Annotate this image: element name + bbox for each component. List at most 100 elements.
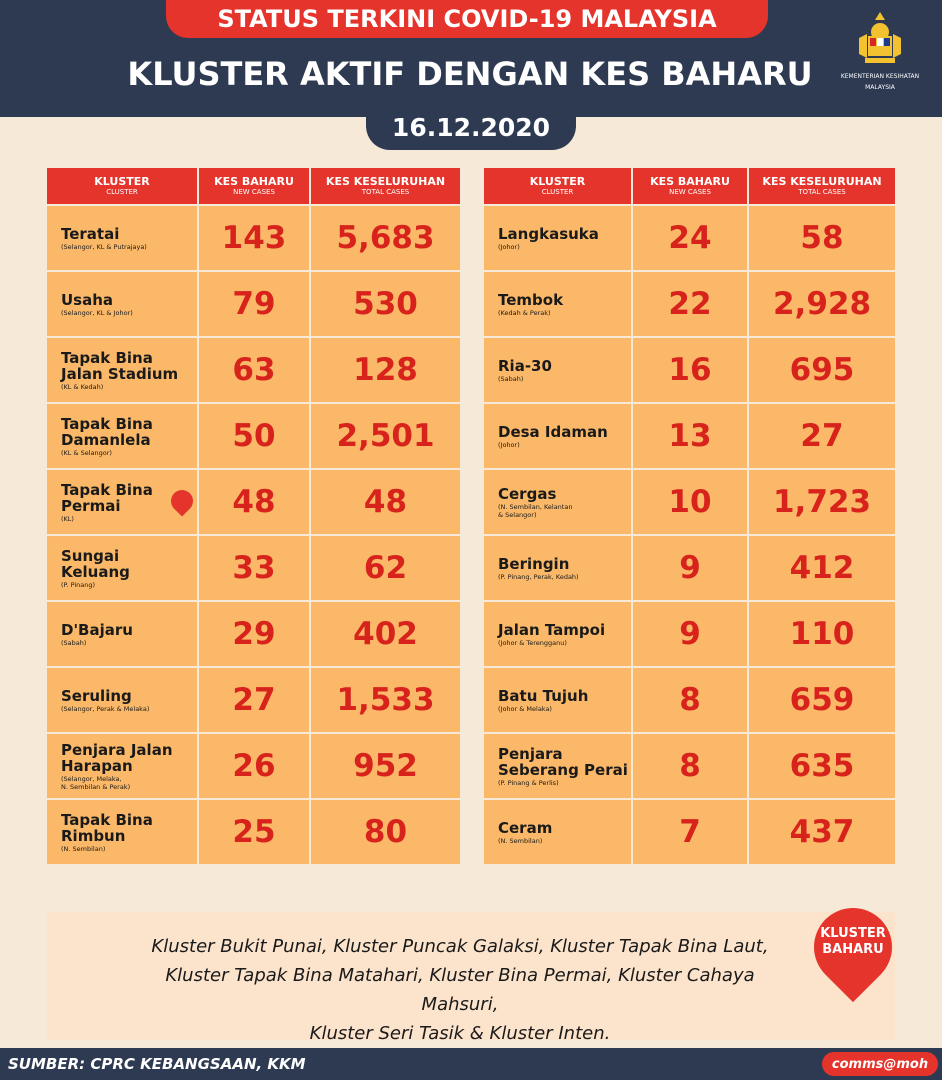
table-row: Tembok (Kedah & Perak) 22 2,928 [484, 270, 895, 336]
table-row: Tapak Bina Damanlela (KL & Selangor) 50 2,5… [47, 402, 460, 468]
cluster-name: Beringin [498, 554, 570, 573]
new-cases-value: 7 [633, 800, 749, 864]
cluster-cell: Batu Tujuh (Johor & Melaka) [484, 668, 633, 732]
cluster-table-right: KLUSTER CLUSTER KES BAHARU NEW CASES KES… [484, 168, 895, 864]
cluster-cell: Ria-30 (Sabah) [484, 338, 633, 402]
cluster-location: (N. Sembilan, Kelantan & Selangor) [498, 502, 573, 519]
table-header: KLUSTER CLUSTER KES BAHARU NEW CASES KES… [47, 168, 460, 204]
footer-bar: SUMBER: CPRC KEBANGSAAN, KKM comms@moh [0, 1048, 942, 1080]
cluster-name: Usaha [61, 290, 114, 309]
cluster-name: Ria-30 [498, 356, 552, 375]
cluster-cell: Tapak Bina Rimbun (N. Sembilan) [47, 800, 199, 864]
new-cases-value: 9 [633, 602, 749, 666]
header-new-cases: KES BAHARU NEW CASES [199, 168, 311, 204]
cluster-cell: Tapak Bina Damanlela (KL & Selangor) [47, 404, 199, 468]
table-row: Beringin (P. Pinang, Perak, Kedah) 9 412 [484, 534, 895, 600]
cluster-location: (P. Pinang & Perlis) [498, 778, 559, 787]
cluster-location: (Johor) [498, 242, 520, 251]
cluster-location: (Johor & Terengganu) [498, 638, 567, 647]
kkm-logo: KEMENTERIAN KESIHATAN MALAYSIA [840, 8, 920, 92]
header-new-cases: KES BAHARU NEW CASES [633, 168, 749, 204]
table-row: Usaha (Selangor, KL & Johor) 79 530 [47, 270, 460, 336]
cluster-cell: Tembok (Kedah & Perak) [484, 272, 633, 336]
new-cases-value: 26 [199, 734, 311, 798]
cluster-location: (Sabah) [498, 374, 524, 383]
table-row: Jalan Tampoi (Johor & Terengganu) 9 110 [484, 600, 895, 666]
new-cluster-pin-icon [166, 485, 198, 517]
logo-text-1: KEMENTERIAN KESIHATAN [840, 73, 920, 80]
cluster-location: (KL & Selangor) [61, 448, 112, 457]
cluster-cell: Penjara Jalan Harapan (Selangor, Melaka, … [47, 734, 199, 798]
header-cluster: KLUSTER CLUSTER [47, 168, 199, 204]
new-cluster-badge: KLUSTER BAHARU [820, 926, 886, 957]
new-cases-value: 8 [633, 668, 749, 732]
new-cases-value: 79 [199, 272, 311, 336]
cluster-location: (KL & Kedah) [61, 382, 104, 391]
cluster-location: (P. Pinang) [61, 580, 96, 589]
logo-text-2: MALAYSIA [865, 84, 895, 91]
cluster-name: Langkasuka [498, 224, 599, 243]
source-label: SUMBER: CPRC KEBANGSAAN, KKM [8, 1055, 306, 1073]
total-cases-value: 402 [353, 616, 418, 652]
table-body: Teratai (Selangor, KL & Putrajaya) 143 5,68… [47, 204, 460, 864]
cluster-cell: Langkasuka (Johor) [484, 206, 633, 270]
total-cases-value: 128 [353, 352, 418, 388]
table-row: Tapak Bina Jalan Stadium (KL & Kedah) 63 12… [47, 336, 460, 402]
total-cases-value: 27 [800, 418, 844, 454]
total-cases-value: 80 [363, 814, 408, 850]
cluster-name: Cergas [498, 484, 557, 503]
new-cases-value: 50 [199, 404, 311, 468]
cluster-location: (N. Sembilan) [61, 844, 106, 853]
cluster-location: (Selangor, KL & Putrajaya) [61, 242, 147, 251]
page-title: KLUSTER AKTIF DENGAN KES BAHARU [127, 55, 813, 93]
total-cases-value: 530 [353, 286, 418, 322]
cluster-cell: Tapak Bina Jalan Stadium (KL & Kedah) [47, 338, 199, 402]
new-cases-value: 10 [633, 470, 749, 534]
table-row: Seruling (Selangor, Perak & Melaka) 27 1,53… [47, 666, 460, 732]
new-cases-value: 13 [633, 404, 749, 468]
total-cases-value: 58 [800, 220, 844, 256]
cluster-cell: Beringin (P. Pinang, Perak, Kedah) [484, 536, 633, 600]
cluster-location: (KL) [61, 514, 74, 523]
cluster-name: Tapak Bina Rimbun [61, 810, 153, 845]
table-row: Tapak Bina Permai (KL) 48 48 [47, 468, 460, 534]
new-cases-value: 27 [199, 668, 311, 732]
total-cases-value: 1,533 [336, 682, 435, 718]
cluster-cell: Ceram (N. Sembilan) [484, 800, 633, 864]
new-cases-value: 9 [633, 536, 749, 600]
total-cases-value: 635 [789, 748, 855, 784]
cluster-cell: Seruling (Selangor, Perak & Melaka) [47, 668, 199, 732]
cluster-name: Penjara Jalan Harapan [61, 740, 173, 775]
table-row: Sungai Keluang (P. Pinang) 33 62 [47, 534, 460, 600]
new-cases-value: 24 [633, 206, 749, 270]
new-cases-value: 16 [633, 338, 749, 402]
cluster-name: Tapak Bina Permai [61, 480, 153, 515]
total-cases-value: 952 [353, 748, 418, 784]
cluster-name: Seruling [61, 686, 132, 705]
status-banner: STATUS TERKINI COVID-19 MALAYSIA [166, 0, 768, 38]
cluster-location: (Sabah) [61, 638, 87, 647]
new-cases-value: 63 [199, 338, 311, 402]
cluster-cell: D'Bajaru (Sabah) [47, 602, 199, 666]
cluster-name: Penjara Seberang Perai [498, 744, 628, 779]
new-cases-value: 29 [199, 602, 311, 666]
cluster-name: Ceram [498, 818, 553, 837]
new-cases-value: 8 [633, 734, 749, 798]
header-total-cases: KES KESELURUHAN TOTAL CASES [325, 174, 446, 196]
cluster-name: Sungai Keluang [61, 546, 130, 581]
total-cases-value: 659 [789, 682, 855, 718]
total-cases-value: 1,723 [772, 484, 872, 520]
cluster-cell: Teratai (Selangor, KL & Putrajaya) [47, 206, 199, 270]
table-body: Langkasuka (Johor) 24 58 Tembok (Kedah & Pera… [484, 204, 895, 864]
new-cases-value: 33 [199, 536, 311, 600]
total-cases-value: 48 [363, 484, 408, 520]
cluster-cell: Jalan Tampoi (Johor & Terengganu) [484, 602, 633, 666]
cluster-name: D'Bajaru [61, 620, 133, 639]
new-clusters-note: Kluster Bukit Punai, Kluster Puncak Gala… [47, 912, 895, 1044]
cluster-location: (Selangor, Perak & Melaka) [61, 704, 150, 713]
cluster-location: (Johor & Melaka) [498, 704, 552, 713]
total-cases-value: 695 [789, 352, 855, 388]
cluster-cell: Sungai Keluang (P. Pinang) [47, 536, 199, 600]
coat-of-arms-icon [859, 12, 901, 63]
cluster-cell: Cergas (N. Sembilan, Kelantan & Selangor) [484, 470, 633, 534]
